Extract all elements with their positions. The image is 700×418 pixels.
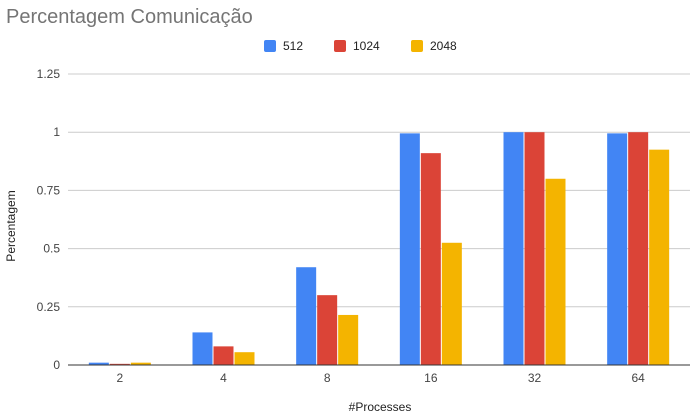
x-axis-ticks: 2 4 8 16 32 64	[116, 371, 645, 385]
bar-2048-16	[441, 242, 462, 365]
bars	[88, 132, 670, 365]
chart-title: Percentagem Comunicação	[6, 6, 253, 28]
bar-1024-16	[420, 153, 441, 365]
bar-1024-4	[213, 346, 234, 365]
legend-label-512: 512	[283, 39, 303, 53]
bar-1024-8	[317, 295, 338, 365]
legend-label-1024: 1024	[353, 39, 380, 53]
bar-2048-64	[649, 149, 670, 365]
bar-512-64	[607, 133, 628, 365]
x-tick-label: 2	[116, 371, 123, 385]
bar-1024-32	[524, 132, 545, 365]
legend-label-2048: 2048	[430, 39, 457, 53]
y-tick-label: 0.25	[37, 300, 61, 314]
bar-512-2	[88, 362, 109, 365]
bar-2048-8	[338, 314, 359, 365]
y-tick-label: 1	[53, 125, 60, 139]
y-tick-label: 0.5	[43, 242, 60, 256]
bar-512-4	[192, 332, 213, 365]
x-tick-label: 64	[631, 371, 645, 385]
y-tick-label: 0	[53, 358, 60, 372]
bar-512-16	[399, 133, 420, 365]
bar-1024-64	[628, 132, 649, 365]
x-tick-label: 32	[528, 371, 542, 385]
legend-swatch-1024	[334, 40, 346, 52]
x-tick-label: 8	[324, 371, 331, 385]
grid-lines	[68, 73, 690, 308]
y-axis-label: Percentagem	[4, 190, 18, 261]
x-tick-label: 16	[424, 371, 438, 385]
x-axis-label: #Processes	[349, 400, 412, 414]
y-axis-ticks: 0 0.25 0.5 0.75 1 1.25	[37, 67, 61, 372]
bar-2048-32	[545, 178, 566, 365]
y-tick-label: 1.25	[37, 67, 61, 81]
legend: 512 1024 2048	[264, 39, 457, 53]
legend-swatch-512	[264, 40, 276, 52]
bar-1024-2	[109, 363, 130, 365]
legend-swatch-2048	[411, 40, 423, 52]
x-tick-label: 4	[220, 371, 227, 385]
bar-512-8	[296, 267, 317, 365]
y-tick-label: 0.75	[37, 183, 61, 197]
bar-2048-2	[130, 362, 151, 365]
bar-2048-4	[234, 352, 255, 365]
bar-512-32	[503, 132, 524, 365]
